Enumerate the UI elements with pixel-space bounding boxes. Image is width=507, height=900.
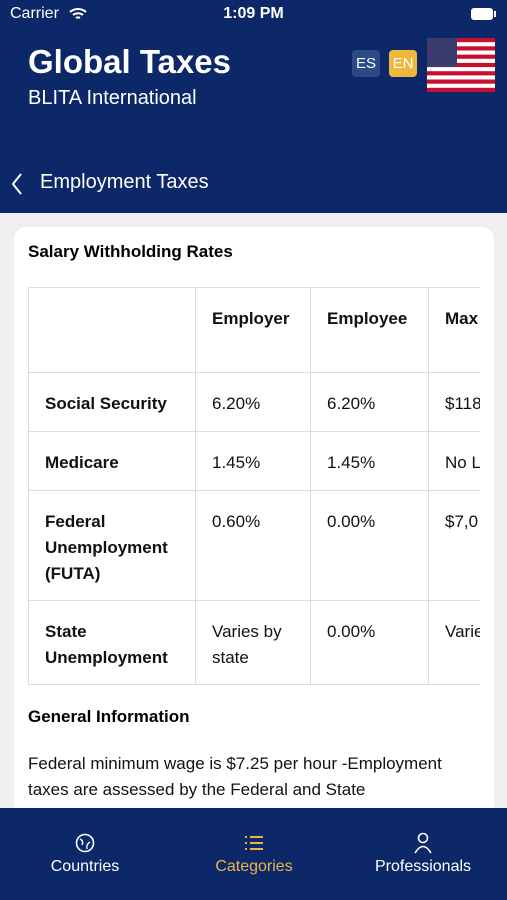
globe-icon [75,833,95,853]
card-title: Salary Withholding Rates [28,242,233,261]
tab[interactable]: Categories [215,858,293,875]
table-cell: State Unemployment [28,600,196,685]
header-cell [28,287,196,373]
section-title: General Information [28,707,190,726]
table-cell: Varie by st [428,600,480,685]
wifi-icon [69,8,87,19]
table-cell: 0.60% [195,490,311,601]
table-cell: Social Security [28,372,196,432]
table-cell: $7,0 [428,490,480,601]
battery-icon [471,8,496,20]
back-button[interactable] [10,172,24,196]
person-icon [414,832,432,854]
table-cell: Medicare [28,431,196,491]
list-icon [245,836,263,850]
tab-bar: Countries Categories Professionals [0,808,507,900]
clock: 1:09 PM [223,5,284,22]
page-title: Employment Taxes [40,171,209,193]
table-cell: 1.45% [195,431,311,491]
header-cell: Employee [310,287,429,373]
language-button[interactable]: EN [389,50,417,77]
table-cell: No L [428,431,480,491]
table-cell: 6.20% [310,372,429,432]
table-cell: 0.00% [310,600,429,685]
carrier: Carrier [10,5,59,22]
content-card: Salary Withholding Rates Employer Employe… [14,227,494,847]
header-cell: Employer [195,287,311,373]
table-cell: 1.45% [310,431,429,491]
app-title: Global Taxes [28,43,231,80]
table-cell: Varies by state [195,600,311,685]
table-cell: Federal Unemployment (FUTA) [28,490,196,601]
app-subtitle: BLITA International [28,87,197,109]
us-flag[interactable] [427,38,495,92]
header: Carrier 1:09 PM Global Taxes BLITA Inter… [0,0,507,213]
table-cell: $118 [428,372,480,432]
language-button[interactable]: ES [352,50,380,77]
header-cell: Max Sala [428,287,480,373]
tab[interactable]: Countries [50,858,120,875]
table-cell: 0.00% [310,490,429,601]
table-cell: 6.20% [195,372,311,432]
tab[interactable]: Professionals [374,858,472,875]
paragraph: Federal minimum wage is $7.25 per hour -… [28,754,442,799]
